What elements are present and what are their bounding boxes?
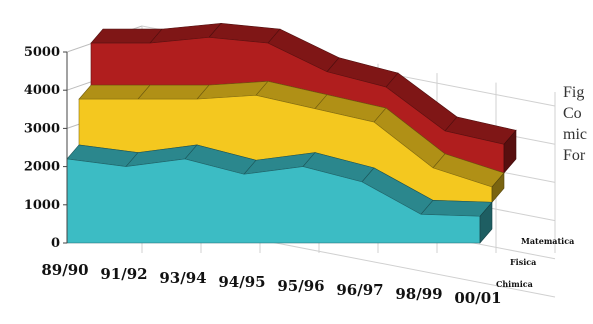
area-end-cap [503, 129, 517, 174]
x-tick-label: 89/90 [41, 261, 88, 279]
series-label: Fisica [510, 257, 536, 267]
x-tick-label: 94/95 [218, 273, 265, 291]
x-tick-label: 98/99 [395, 285, 442, 303]
area-top-facet [90, 28, 163, 44]
series-label: Chimica [496, 279, 533, 289]
caption-line: For [563, 147, 586, 164]
y-tick-label: 4000 [24, 83, 60, 98]
figure-caption: Fig Co mic For [563, 82, 593, 166]
y-tick-label: 2000 [24, 160, 60, 175]
caption-line: Fig [563, 84, 585, 101]
area-top-facet [420, 200, 493, 217]
y-tick-label: 5000 [24, 45, 60, 60]
series-layer [66, 22, 517, 244]
area-top-facet [78, 84, 151, 100]
area-end-cap [491, 172, 505, 204]
x-tick-label: 91/92 [100, 265, 147, 283]
x-tick-label: 96/97 [336, 281, 383, 299]
x-tick-label: 93/94 [159, 269, 206, 287]
caption-line: mic [563, 126, 587, 143]
series-fisica [78, 80, 505, 204]
x-tick-label: 00/01 [454, 289, 501, 307]
y-tick-label: 1000 [24, 198, 60, 213]
y-tick-label: 3000 [24, 121, 60, 136]
axis-layer: 0 1000 2000 3000 4000 5000 89/90 91/92 93/94 94/9… [24, 45, 574, 307]
area-end-cap [479, 201, 493, 244]
y-tick-label: 0 [51, 236, 60, 251]
area-top-facet [137, 84, 210, 100]
caption-line: Co [563, 105, 582, 122]
series-label: Matematica [521, 236, 574, 246]
x-tick-label: 95/96 [277, 277, 324, 295]
series-chimica [66, 144, 493, 244]
